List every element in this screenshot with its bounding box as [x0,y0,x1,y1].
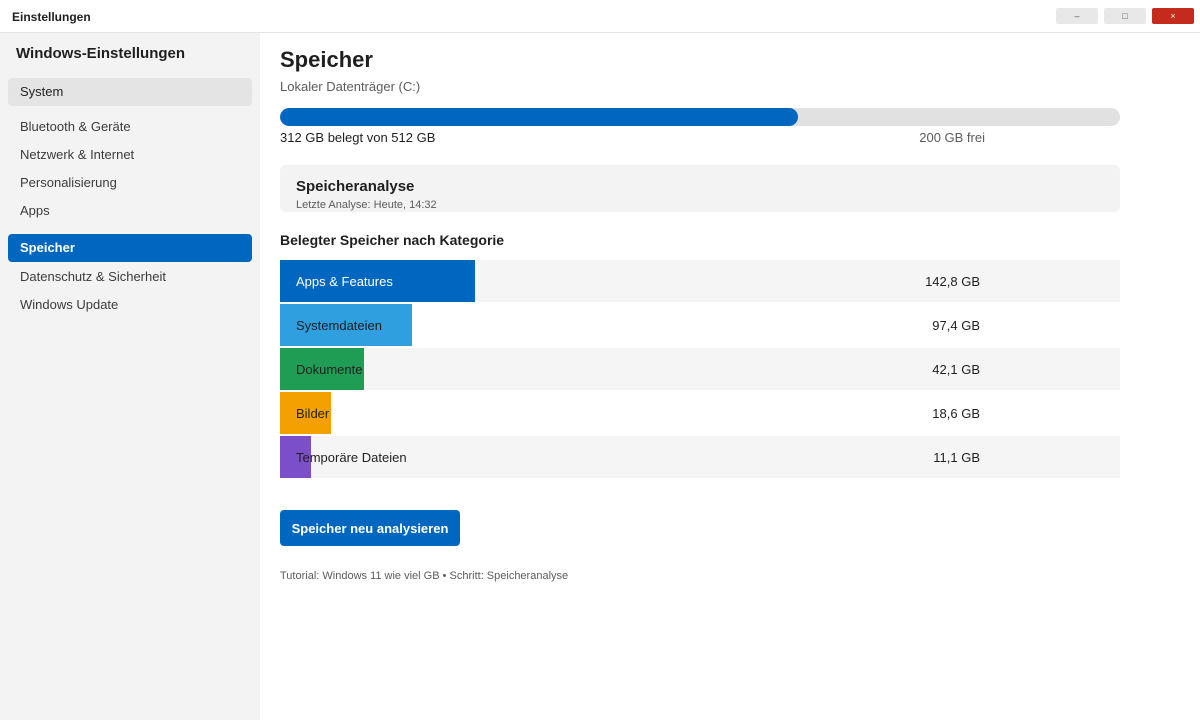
storage-usage-fill [280,108,798,126]
sidebar-item-label: System [20,84,64,99]
category-bar [280,392,331,434]
sidebar-item-windows-update[interactable]: Windows Update [8,291,252,319]
sidebar-item-label: Bluetooth & Geräte [20,119,131,134]
category-name: Bilder [296,406,330,421]
sidebar-item-personalization[interactable]: Personalisierung [8,169,252,197]
category-size: 11,1 GB [933,450,980,465]
sidebar-item-apps[interactable]: Apps [8,197,252,225]
sidebar-item-label: Speicher [20,240,75,255]
rescan-storage-button[interactable]: Speicher neu analysieren [280,510,460,546]
category-row-temp-files[interactable]: Temporäre Dateien 11,1 GB [280,436,1120,478]
storage-free-label: 200 GB frei [919,130,985,145]
sidebar-item-system[interactable]: System [8,78,252,106]
sidebar-item-bluetooth[interactable]: Bluetooth & Geräte [8,113,252,141]
analysis-title: Speicheranalyse [296,178,415,195]
category-bar [280,304,412,346]
sidebar-heading: Windows-Einstellungen [16,45,186,62]
category-row-apps[interactable]: Apps & Features 142,8 GB [280,260,1120,302]
sidebar-item-storage[interactable]: Speicher [8,234,252,262]
category-size: 18,6 GB [932,406,980,421]
category-size: 97,4 GB [932,318,980,333]
sidebar-item-label: Windows Update [20,297,119,312]
category-name: Apps & Features [296,274,393,289]
category-name: Dokumente [296,362,363,377]
category-name: Systemdateien [296,318,382,333]
category-bar [280,436,311,478]
category-section-heading: Belegter Speicher nach Kategorie [280,232,505,248]
title-bar: Einstellungen – □ × [0,0,1200,33]
category-row-documents[interactable]: Dokumente 42,1 GB [280,348,1120,390]
category-size: 142,8 GB [925,274,980,289]
category-bar [280,260,475,302]
category-row-system-files[interactable]: Systemdateien 97,4 GB [280,304,1120,346]
storage-used-label: 312 GB belegt von 512 GB [280,130,436,145]
storage-usage-bar [280,108,1120,126]
page-title: Speicher [280,47,373,72]
category-name: Temporäre Dateien [296,450,407,465]
category-size: 42,1 GB [932,362,980,377]
sidebar-item-label: Netzwerk & Internet [20,147,135,162]
drive-label: Lokaler Datenträger (C:) [280,79,421,94]
sidebar: Windows-Einstellungen System Bluetooth &… [0,33,260,720]
category-bar [280,348,364,390]
category-row-pictures[interactable]: Bilder 18,6 GB [280,392,1120,434]
sidebar-item-privacy[interactable]: Datenschutz & Sicherheit [8,263,252,291]
main-content: Speicher Lokaler Datenträger (C:) 312 GB… [260,33,1200,720]
sidebar-item-label: Apps [20,203,50,218]
sidebar-item-network[interactable]: Netzwerk & Internet [8,141,252,169]
close-button[interactable]: × [1152,8,1194,24]
storage-analysis-card[interactable]: Speicheranalyse Letzte Analyse: Heute, 1… [280,165,1120,212]
window-title: Einstellungen [12,10,91,24]
sidebar-item-label: Personalisierung [20,175,117,190]
maximize-button[interactable]: □ [1104,8,1146,24]
tutorial-footnote: Tutorial: Windows 11 wie viel GB • Schri… [280,570,569,582]
sidebar-item-label: Datenschutz & Sicherheit [20,269,166,284]
minimize-button[interactable]: – [1056,8,1098,24]
analysis-timestamp: Letzte Analyse: Heute, 14:32 [296,199,437,211]
